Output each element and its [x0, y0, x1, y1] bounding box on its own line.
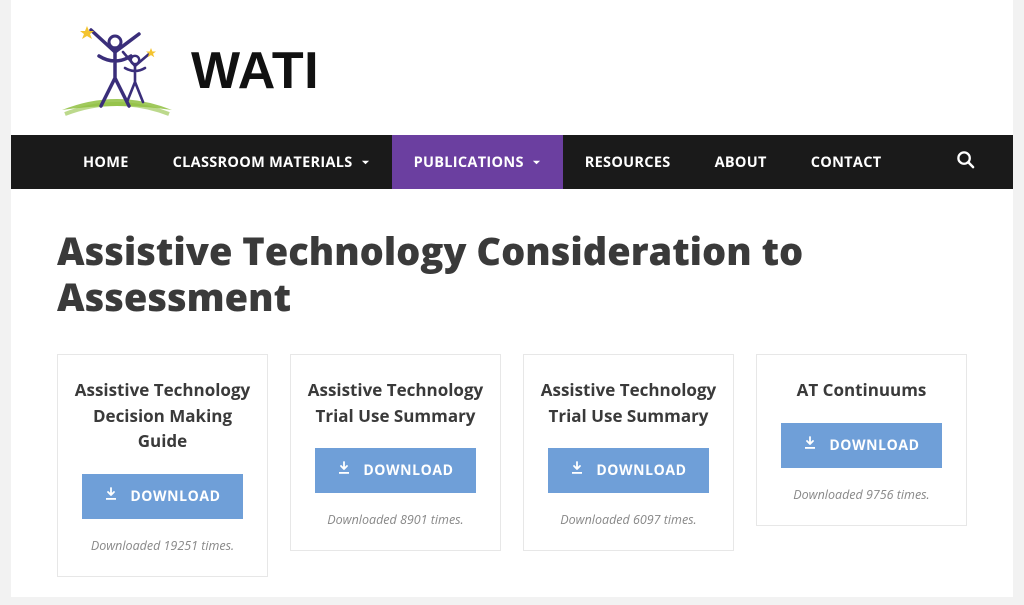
nav-item-about[interactable]: ABOUT — [693, 135, 789, 189]
search-button[interactable] — [934, 135, 997, 189]
site-logo[interactable]: WATI — [57, 18, 319, 123]
download-label: DOWNLOAD — [596, 461, 686, 480]
card-title: Assistive Technology Trial Use Summary — [307, 377, 484, 428]
card-title: AT Continuums — [773, 377, 950, 403]
download-button[interactable]: DOWNLOAD — [315, 448, 475, 493]
download-count: Downloaded 19251 times. — [74, 537, 251, 554]
download-icon — [337, 461, 351, 480]
chevron-down-icon — [361, 153, 370, 172]
download-button[interactable]: DOWNLOAD — [781, 423, 941, 468]
logo-text: WATI — [191, 41, 319, 101]
nav-item-home[interactable]: HOME — [61, 135, 151, 189]
download-count: Downloaded 8901 times. — [307, 511, 484, 528]
download-card: Assistive Technology Decision Making Gui… — [57, 354, 268, 577]
download-icon — [803, 436, 817, 455]
main-nav: HOME CLASSROOM MATERIALS PUBLICATIONS RE… — [11, 135, 1013, 189]
card-title: Assistive Technology Trial Use Summary — [540, 377, 717, 428]
download-label: DOWNLOAD — [363, 461, 453, 480]
nav-item-contact[interactable]: CONTACT — [789, 135, 904, 189]
download-label: DOWNLOAD — [829, 436, 919, 455]
logo-mark-icon — [57, 18, 177, 123]
nav-item-classroom-materials[interactable]: CLASSROOM MATERIALS — [151, 135, 392, 189]
download-card: Assistive Technology Trial Use Summary D… — [290, 354, 501, 551]
nav-label: PUBLICATIONS — [414, 153, 524, 172]
chevron-down-icon — [532, 153, 541, 172]
nav-label: RESOURCES — [585, 153, 671, 172]
search-icon — [956, 150, 975, 174]
download-button[interactable]: DOWNLOAD — [548, 448, 708, 493]
nav-label: CONTACT — [811, 153, 882, 172]
card-title: Assistive Technology Decision Making Gui… — [74, 377, 251, 454]
page-container: WATI HOME CLASSROOM MATERIALS PUBLICATIO… — [11, 0, 1013, 597]
download-count: Downloaded 6097 times. — [540, 511, 717, 528]
download-card: AT Continuums DOWNLOAD Downloaded 9756 t… — [756, 354, 967, 526]
nav-label: HOME — [83, 153, 129, 172]
download-card: Assistive Technology Trial Use Summary D… — [523, 354, 734, 551]
main-content: Assistive Technology Consideration to As… — [11, 189, 1013, 597]
nav-item-resources[interactable]: RESOURCES — [563, 135, 693, 189]
page-title: Assistive Technology Consideration to As… — [57, 229, 967, 320]
download-card-grid: Assistive Technology Decision Making Gui… — [57, 354, 967, 577]
download-label: DOWNLOAD — [130, 487, 220, 506]
nav-item-publications[interactable]: PUBLICATIONS — [392, 135, 563, 189]
download-button[interactable]: DOWNLOAD — [82, 474, 242, 519]
nav-items: HOME CLASSROOM MATERIALS PUBLICATIONS RE… — [11, 135, 934, 189]
nav-label: ABOUT — [715, 153, 767, 172]
download-count: Downloaded 9756 times. — [773, 486, 950, 503]
site-header: WATI — [11, 0, 1013, 135]
nav-label: CLASSROOM MATERIALS — [173, 153, 353, 172]
download-icon — [570, 461, 584, 480]
download-icon — [104, 487, 118, 506]
